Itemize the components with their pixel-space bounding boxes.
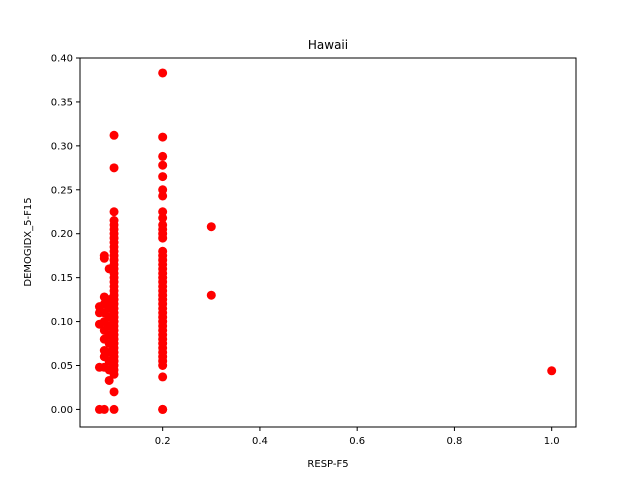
y-tick-label: 0.00 [51, 405, 73, 416]
data-point [158, 372, 168, 382]
data-point [158, 404, 168, 414]
y-tick-label: 0.20 [51, 229, 73, 240]
y-tick-label: 0.30 [51, 141, 73, 152]
x-tick-label: 0.2 [155, 436, 171, 447]
data-point [158, 220, 168, 230]
data-point [109, 387, 119, 397]
data-point [158, 132, 168, 142]
data-point [158, 246, 168, 256]
data-point [206, 222, 216, 232]
y-tick-label: 0.15 [51, 273, 73, 284]
x-tick-label: 0.4 [252, 436, 268, 447]
y-tick-label: 0.10 [51, 317, 73, 328]
data-point [158, 172, 168, 182]
data-point [158, 213, 168, 223]
x-tick-label: 1.0 [544, 436, 560, 447]
data-point [99, 251, 109, 261]
points-layer [94, 68, 557, 414]
y-tick-label: 0.35 [51, 97, 73, 108]
data-point [109, 207, 119, 217]
y-axis-title: DEMOGIDX_5-F15 [23, 197, 34, 286]
y-tick-label: 0.40 [51, 54, 73, 65]
data-point [158, 191, 168, 201]
data-point [109, 163, 119, 173]
y-axis: 0.00 0.05 0.10 0.15 0.20 0.25 0.30 0.35 0.40 [51, 54, 80, 416]
chart-title: Hawaii [308, 38, 348, 52]
data-point [547, 366, 557, 376]
data-point [109, 216, 119, 226]
data-point [158, 207, 168, 217]
data-point [206, 290, 216, 300]
y-tick-label: 0.05 [51, 361, 73, 372]
data-point [99, 404, 109, 414]
data-point [158, 160, 168, 170]
data-point [109, 130, 119, 140]
plot-area-frame [79, 57, 577, 428]
data-point [158, 68, 168, 78]
data-point [104, 375, 114, 385]
data-point [158, 151, 168, 161]
x-axis-title: RESP-F5 [307, 459, 348, 470]
x-axis: 0.2 0.4 0.6 0.8 1.0 [155, 427, 560, 447]
data-point [109, 404, 119, 414]
y-tick-label: 0.25 [51, 185, 73, 196]
x-tick-label: 0.6 [349, 436, 365, 447]
data-point [158, 185, 168, 195]
x-tick-label: 0.8 [446, 436, 462, 447]
